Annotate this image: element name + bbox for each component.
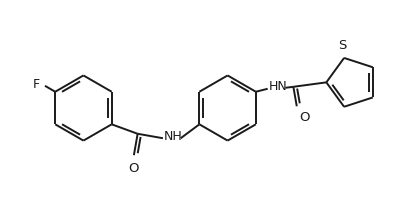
Text: O: O (128, 162, 139, 175)
Text: F: F (33, 78, 40, 91)
Text: NH: NH (164, 130, 183, 143)
Text: HN: HN (269, 80, 287, 93)
Text: S: S (338, 39, 346, 52)
Text: O: O (300, 111, 310, 124)
